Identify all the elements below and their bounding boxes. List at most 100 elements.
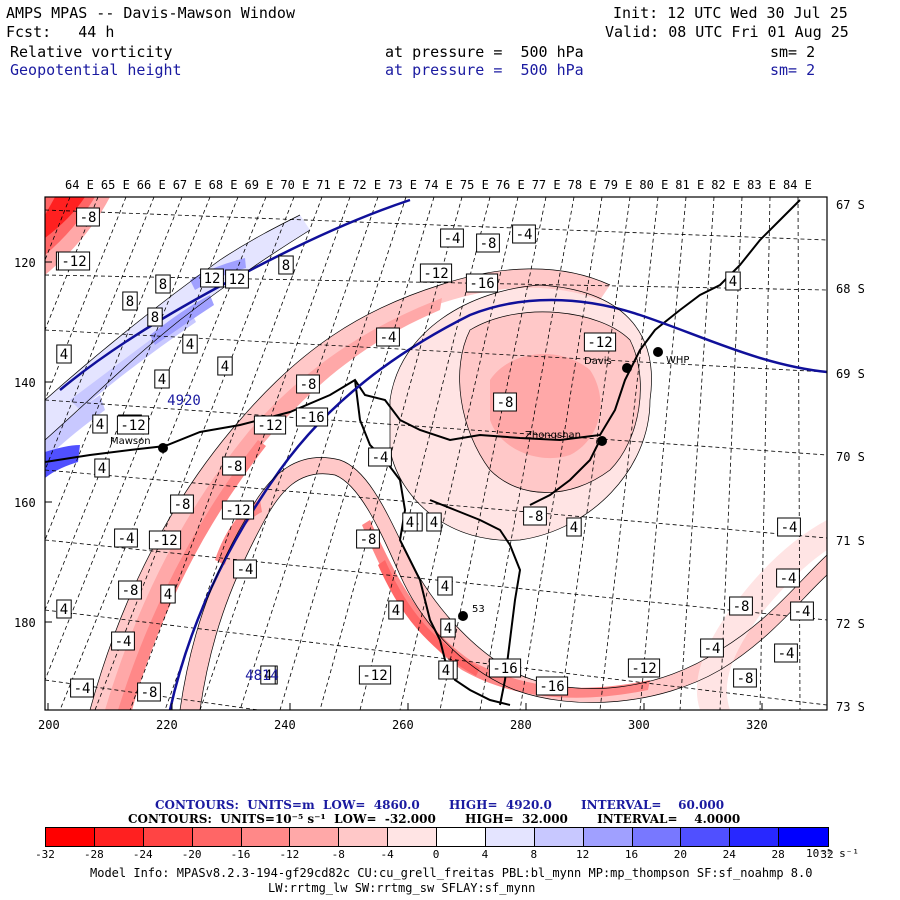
colorbar-tick-label: -8	[331, 848, 345, 861]
left-axis-label: 140	[14, 376, 36, 390]
contour-label-box	[94, 458, 110, 478]
colorbar-swatch	[289, 827, 340, 847]
contour-label-box	[114, 528, 138, 548]
contour-label-box	[217, 356, 233, 376]
colorbar-tick-label: 16	[624, 848, 639, 861]
top-axis-label: 83 E	[747, 178, 776, 192]
top-axis-label: 76 E	[495, 178, 525, 192]
contour-label: 4	[392, 603, 400, 619]
contour-label: 4	[441, 579, 449, 595]
contour-label-box	[155, 274, 171, 294]
contour-label: -12	[631, 661, 656, 677]
contour-label-box	[388, 600, 404, 620]
contour-label-box	[776, 568, 800, 588]
contour-label: -12	[61, 254, 86, 270]
contour-label: -12	[257, 418, 282, 434]
top-axis-label: 73 E	[388, 178, 417, 192]
contour-label: -16	[469, 276, 494, 292]
contour-label: 4	[264, 668, 272, 684]
contour-label: -4	[118, 531, 135, 547]
top-axis-label: 67 E	[172, 178, 202, 192]
contour-label: 4	[158, 372, 166, 388]
colorbar-swatch	[45, 827, 95, 847]
forecast-hour: Fcst: 44 h	[6, 23, 115, 41]
top-axis-label: 74 E	[424, 178, 453, 192]
vorticity-contours-info: CONTOURS: UNITS=10⁻⁵ s⁻¹ LOW= -32.000 HI…	[128, 812, 741, 826]
valid-time: Valid: 08 UTC Fri 01 Aug 25	[605, 23, 849, 41]
bottom-axis-label: 300	[628, 718, 650, 732]
map-frame	[44, 196, 828, 711]
height-contours	[59, 198, 828, 711]
contour-label-box	[182, 334, 198, 354]
contour-label: -4	[794, 604, 811, 620]
contour-label: 4	[406, 515, 414, 531]
contour-label-box	[222, 456, 246, 476]
contour-label-box	[233, 559, 257, 579]
contour-label-box	[358, 665, 392, 685]
contour-label: -4	[781, 520, 798, 536]
field1-name: Relative vorticity	[10, 43, 173, 61]
contour-label: 12	[204, 271, 221, 287]
colorbar-tick-label: -24	[132, 848, 153, 861]
colorbar-tick-label: 12	[576, 848, 590, 861]
top-axis-label: 64 E	[65, 178, 94, 192]
contour-label: -8	[737, 671, 754, 687]
contour-label: -4	[780, 571, 797, 587]
contour-label-box	[116, 415, 150, 435]
contour-label: 8	[126, 294, 134, 310]
contour-label-box	[57, 251, 91, 271]
field2-pressure: at pressure = 500 hPa	[385, 61, 584, 79]
colorbar-swatch	[142, 827, 193, 847]
contour-label: 4	[96, 417, 104, 433]
contour-label: -12	[362, 668, 387, 684]
model-info: Model Info: MPASv8.2.3-194-gf29cd82c CU:…	[90, 866, 813, 880]
left-axis-label: 120	[14, 256, 36, 270]
top-axis-label: 65 E	[100, 178, 130, 192]
colorbar-swatch	[387, 827, 437, 847]
contour-label: -8	[733, 599, 750, 615]
contour-label-box	[476, 233, 500, 253]
contour-label-box	[733, 668, 757, 688]
contour-label: 8	[282, 258, 290, 274]
contour-label-box	[154, 369, 170, 389]
colorbar-swatch	[680, 827, 731, 847]
contour-label-box	[368, 447, 392, 467]
colorbar-tick-label: 32	[820, 848, 834, 861]
contour-label-box	[440, 228, 464, 248]
colorbar-swatch	[436, 827, 486, 847]
contour-label-box	[70, 678, 94, 698]
contour-label: -16	[299, 410, 324, 426]
right-axis-label: 67 S	[836, 198, 865, 212]
contour-label-box	[92, 414, 108, 434]
contour-label: -8	[480, 236, 497, 252]
station-label-53: 53	[472, 604, 485, 615]
top-axis-label: 80 E	[639, 178, 669, 192]
contour-label-box	[627, 658, 661, 678]
contour-label-box	[790, 601, 814, 621]
colorbar-swatch	[778, 827, 829, 847]
contour-label-box	[200, 268, 224, 288]
contour-label-box	[729, 596, 753, 616]
contour-label-box	[419, 263, 453, 283]
bottom-axis-label: 240	[274, 718, 296, 732]
colorbar-tick-label: 24	[722, 848, 736, 861]
right-axis-label: 68 S	[836, 282, 865, 296]
contour-label: -8	[226, 459, 243, 475]
top-axis-label: 70 E	[280, 178, 310, 192]
init-time: Init: 12 UTC Wed 30 Jul 25	[613, 4, 848, 22]
contour-label: 4	[444, 621, 452, 637]
top-axis-label: 81 E	[675, 178, 705, 192]
contour-label: 4814	[245, 668, 279, 684]
station-label-davis: Davis	[584, 356, 612, 367]
contour-label-box	[725, 271, 741, 291]
contour-label: 4	[60, 347, 68, 363]
field2-name: Geopotential height	[10, 61, 182, 79]
right-axis-label: 69 S	[836, 367, 865, 381]
colorbar-tick-label: 4	[481, 848, 489, 861]
contour-label-box	[122, 291, 138, 311]
contour-label: -4	[372, 450, 389, 466]
contour-label-box	[583, 332, 617, 352]
contour-label-box	[523, 506, 547, 526]
contour-label: -4	[778, 646, 795, 662]
bottom-axis-label: 280	[510, 718, 532, 732]
